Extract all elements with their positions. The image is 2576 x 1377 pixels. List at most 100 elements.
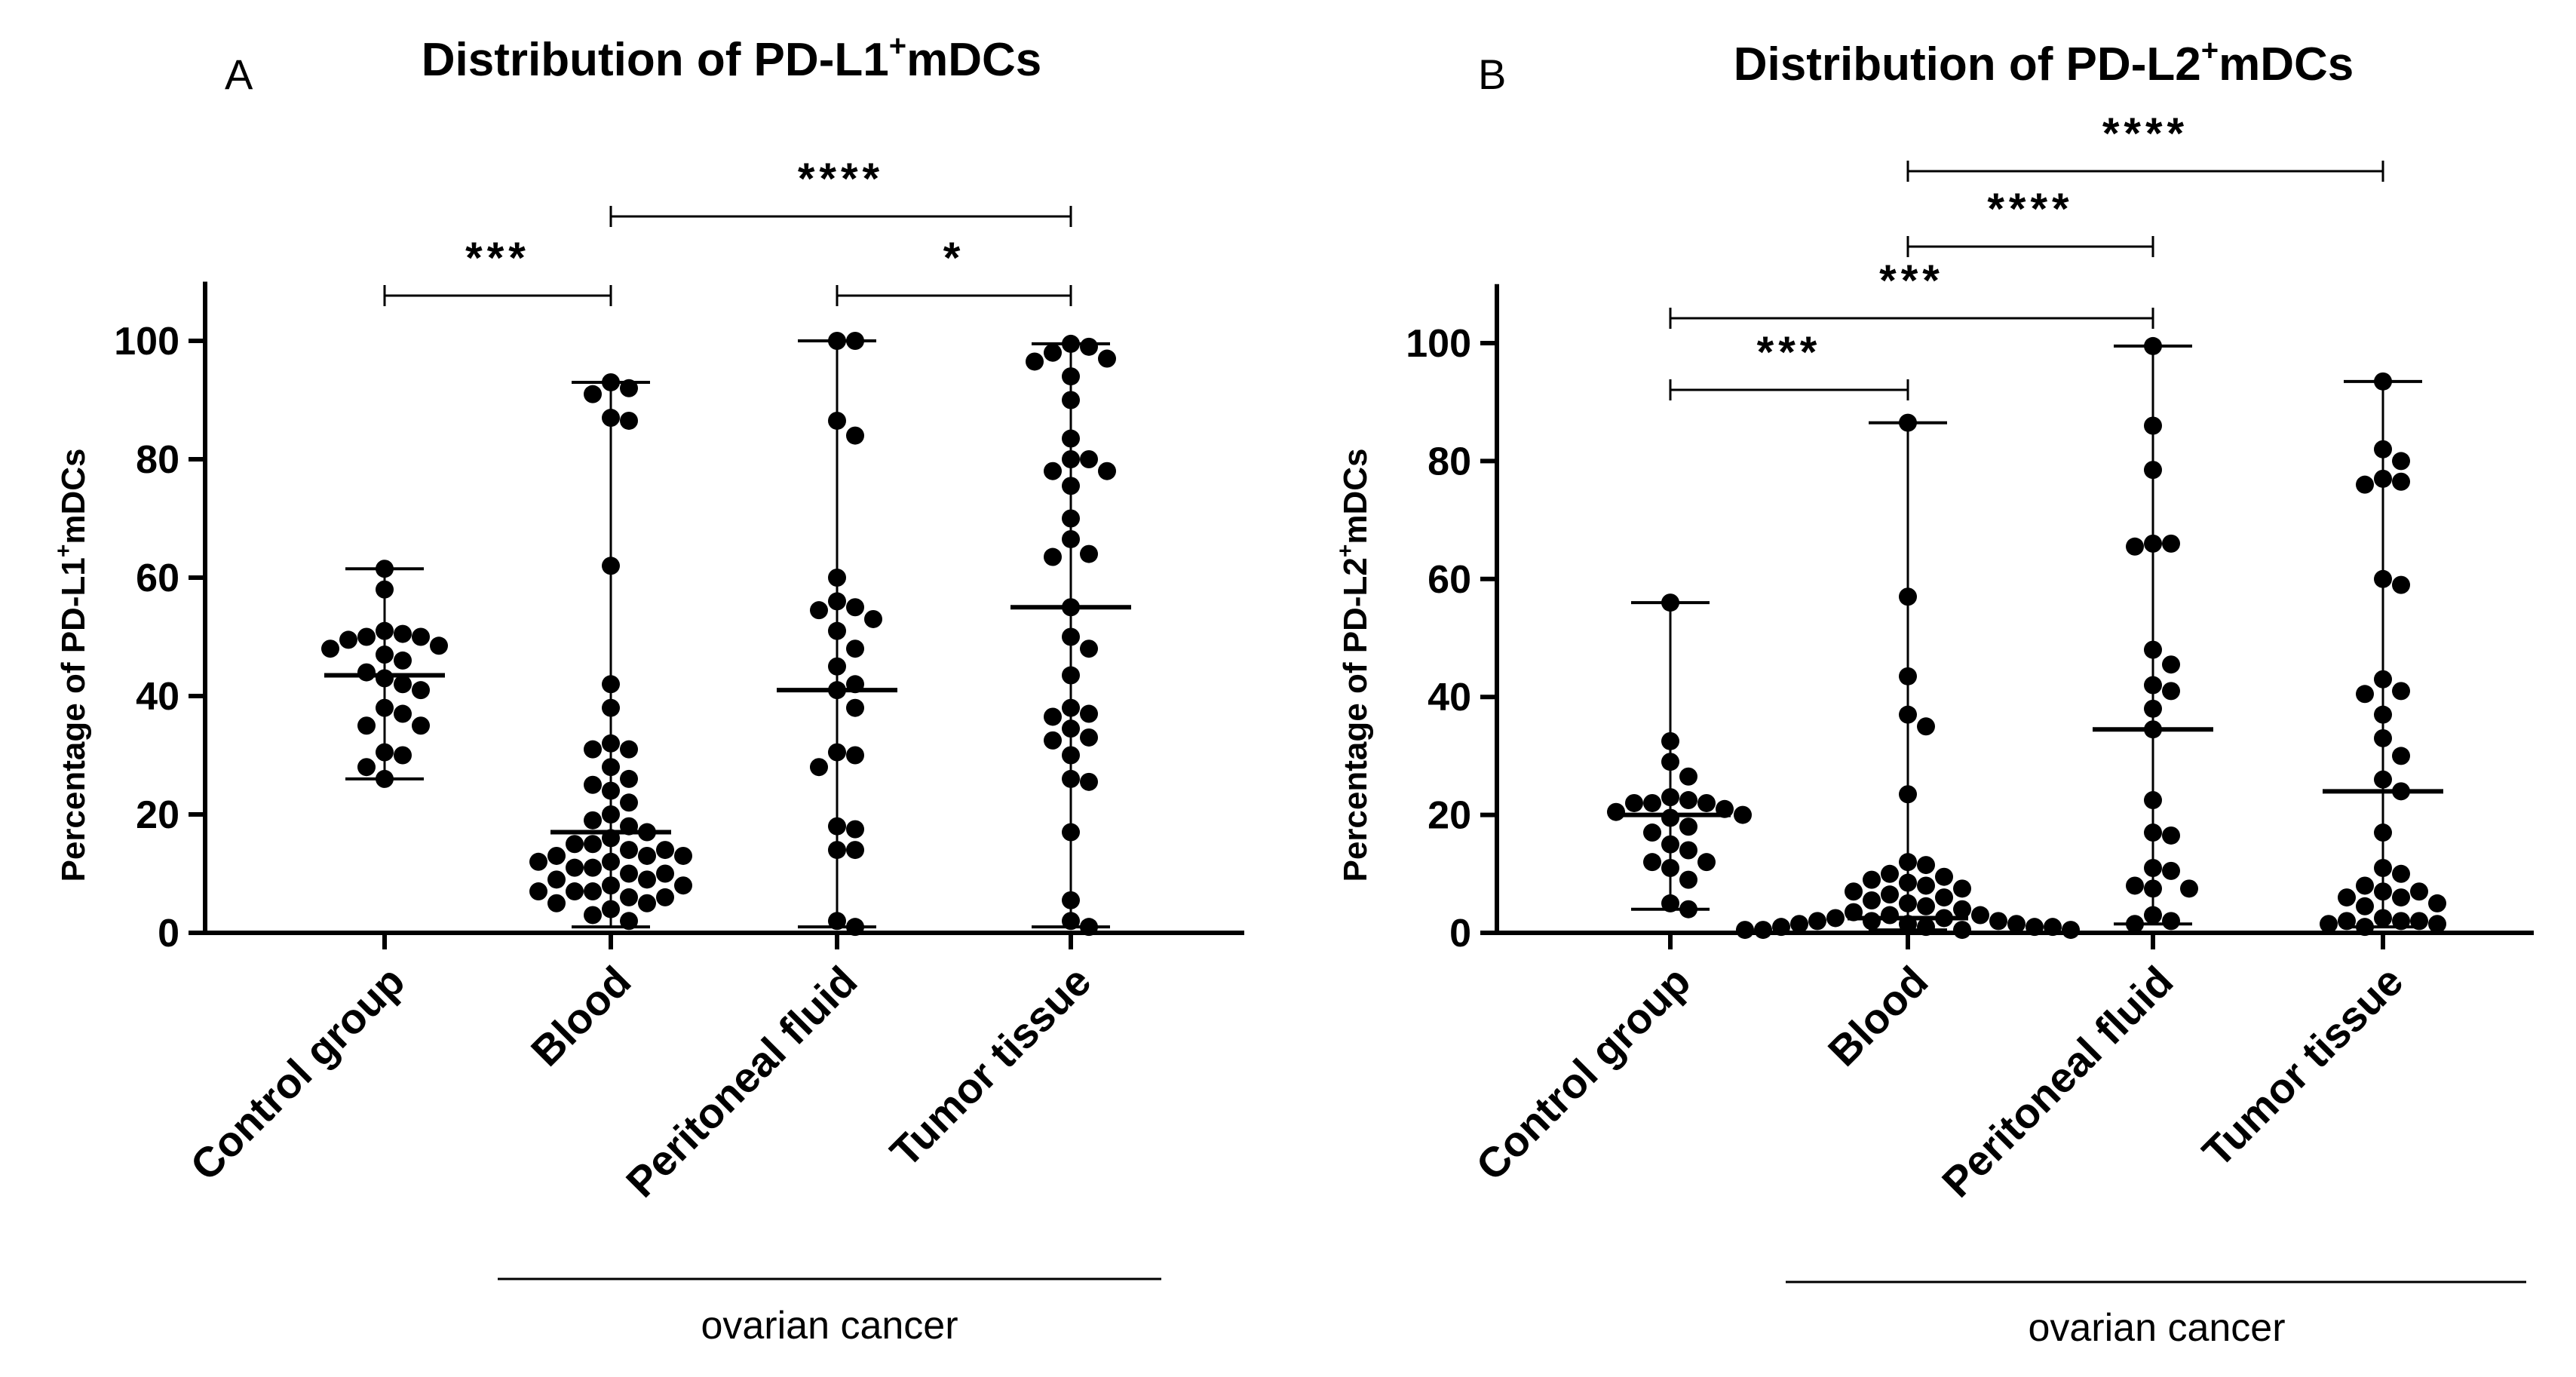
data-point bbox=[620, 888, 638, 906]
data-point bbox=[674, 846, 692, 865]
data-point bbox=[1661, 753, 1679, 771]
data-point bbox=[1661, 593, 1679, 612]
data-point bbox=[1062, 509, 1080, 528]
data-point bbox=[1935, 867, 1953, 886]
data-point bbox=[828, 841, 846, 860]
y-tick-label: 20 bbox=[136, 793, 179, 837]
significance-label: * bbox=[943, 234, 965, 283]
data-point bbox=[1661, 835, 1679, 854]
data-point bbox=[846, 698, 864, 717]
data-point bbox=[1863, 891, 1881, 909]
data-marks bbox=[1607, 336, 2446, 940]
data-point bbox=[2374, 440, 2392, 458]
data-point bbox=[846, 639, 864, 658]
data-point bbox=[638, 846, 656, 865]
data-point bbox=[1607, 802, 1625, 821]
data-point bbox=[1661, 894, 1679, 912]
data-point bbox=[2144, 676, 2162, 695]
data-point bbox=[2410, 912, 2428, 931]
data-point bbox=[2144, 906, 2162, 925]
data-point bbox=[584, 385, 602, 403]
data-point bbox=[620, 864, 638, 883]
data-point bbox=[2144, 416, 2162, 435]
data-point bbox=[394, 704, 412, 723]
data-point bbox=[1899, 894, 1917, 912]
x-category-label: Peritoneal fluid bbox=[1933, 957, 2182, 1207]
data-point bbox=[828, 592, 846, 611]
data-point bbox=[1863, 870, 1881, 889]
data-point bbox=[828, 743, 846, 762]
y-tick-label: 80 bbox=[136, 438, 179, 482]
data-point bbox=[2374, 770, 2392, 789]
data-point bbox=[1044, 462, 1062, 480]
data-point bbox=[2162, 861, 2180, 880]
data-point bbox=[566, 835, 584, 854]
data-point bbox=[620, 912, 638, 931]
data-point bbox=[638, 870, 656, 889]
data-point bbox=[638, 894, 656, 912]
data-point bbox=[1661, 808, 1679, 827]
data-point bbox=[1917, 897, 1935, 915]
y-tick-label: 60 bbox=[136, 557, 179, 600]
data-point bbox=[2392, 682, 2410, 701]
data-point bbox=[2162, 912, 2180, 931]
data-point bbox=[1062, 912, 1080, 931]
data-point bbox=[1062, 391, 1080, 409]
data-point bbox=[394, 675, 412, 694]
data-point bbox=[828, 657, 846, 676]
data-point bbox=[674, 876, 692, 895]
data-point bbox=[584, 882, 602, 901]
data-point bbox=[1080, 918, 1098, 937]
data-point bbox=[2144, 879, 2162, 898]
data-point bbox=[1062, 719, 1080, 738]
x-category-label: Control group bbox=[181, 957, 413, 1189]
x-category-label: Control group bbox=[1467, 957, 1699, 1189]
y-tick-label: 60 bbox=[1428, 558, 1471, 602]
data-point bbox=[547, 846, 566, 865]
data-point bbox=[394, 651, 412, 670]
data-point bbox=[1989, 912, 2007, 931]
data-point bbox=[2392, 575, 2410, 594]
data-point bbox=[1772, 918, 1790, 937]
data-point bbox=[1044, 547, 1062, 566]
data-point bbox=[2392, 864, 2410, 883]
y-axis-ticks: 0 20 40 60 80 100 bbox=[1406, 322, 2385, 955]
significance-brackets: ******** bbox=[383, 155, 1072, 306]
data-point bbox=[2356, 475, 2374, 494]
data-point bbox=[2374, 469, 2392, 488]
data-point bbox=[602, 698, 620, 717]
significance-label: **** bbox=[1987, 185, 2073, 234]
significance-label: *** bbox=[465, 234, 530, 283]
data-point bbox=[1080, 337, 1098, 356]
data-point bbox=[2162, 655, 2180, 674]
data-point bbox=[584, 811, 602, 830]
data-point bbox=[2126, 537, 2144, 556]
significance-brackets: ************** bbox=[1669, 109, 2384, 400]
data-point bbox=[2428, 894, 2446, 912]
data-point bbox=[810, 601, 828, 620]
data-point bbox=[1754, 921, 1772, 940]
data-point bbox=[602, 557, 620, 575]
data-point bbox=[1881, 864, 1899, 883]
data-point bbox=[357, 627, 376, 646]
data-point bbox=[394, 746, 412, 765]
data-point bbox=[1917, 876, 1935, 895]
data-point bbox=[2374, 858, 2392, 877]
data-point bbox=[1625, 793, 1643, 812]
data-point bbox=[1062, 627, 1080, 646]
data-point bbox=[321, 639, 339, 658]
data-point bbox=[584, 775, 602, 794]
data-point bbox=[2162, 826, 2180, 845]
data-point bbox=[566, 858, 584, 877]
data-point bbox=[810, 758, 828, 777]
data-point bbox=[602, 805, 620, 823]
data-point bbox=[2374, 372, 2392, 391]
data-point bbox=[2392, 912, 2410, 931]
data-point bbox=[1661, 858, 1679, 877]
data-point bbox=[602, 852, 620, 871]
x-category-label: Blood bbox=[522, 957, 640, 1075]
data-point bbox=[2392, 472, 2410, 491]
data-point bbox=[357, 758, 376, 777]
data-point bbox=[2428, 915, 2446, 934]
